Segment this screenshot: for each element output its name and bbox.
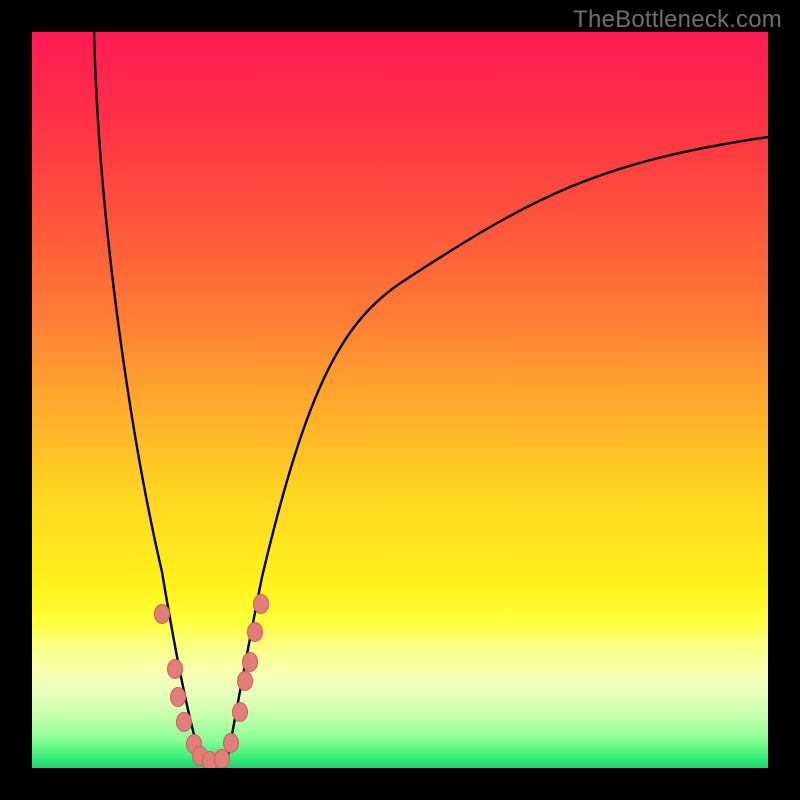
gradient-background <box>32 32 768 768</box>
data-marker <box>224 734 239 753</box>
data-marker <box>233 703 248 722</box>
data-marker <box>215 750 230 769</box>
data-marker <box>168 660 183 679</box>
data-marker <box>248 623 263 642</box>
data-marker <box>155 605 170 624</box>
data-marker <box>177 713 192 732</box>
data-marker <box>254 595 269 614</box>
data-marker <box>171 688 186 707</box>
chart-svg <box>32 32 768 768</box>
watermark-text: TheBottleneck.com <box>573 6 782 34</box>
chart-container: TheBottleneck.com <box>0 0 800 800</box>
data-marker <box>243 653 258 672</box>
data-marker <box>238 672 253 691</box>
plot-area <box>32 32 768 768</box>
